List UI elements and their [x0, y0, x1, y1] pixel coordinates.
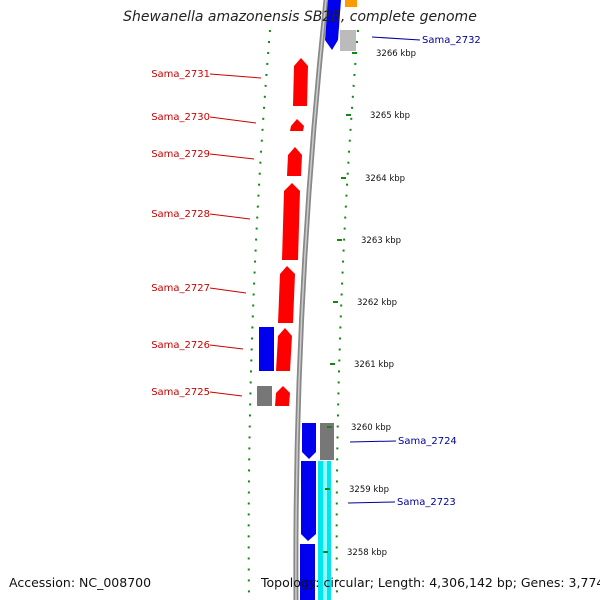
kbp-tick-label: 3266 kbp	[376, 49, 416, 59]
map-title: Shewanella amazonensis SB2B, complete ge…	[123, 9, 477, 25]
feature-sama-2725-gray	[257, 386, 272, 406]
kbp-tick-label: 3259 kbp	[349, 485, 389, 495]
gene-label-sama_2731[interactable]: Sama_2731	[151, 69, 210, 80]
cds-sama-2731	[293, 58, 308, 106]
gene-label-sama_2725[interactable]: Sama_2725	[151, 387, 210, 398]
kbp-tick-label: 3264 kbp	[365, 174, 405, 184]
genome-backbone-highlight	[295, 0, 327, 600]
gene-label-leader	[209, 344, 244, 350]
cds-sama-2728	[282, 183, 300, 260]
gene-label-leader	[209, 287, 247, 294]
left-dotted-ring	[247, 29, 271, 600]
gene-label-leader	[209, 116, 257, 124]
kbp-tick-label: 3265 kbp	[370, 111, 410, 121]
kbp-tick-label: 3258 kbp	[347, 548, 387, 558]
top-gray-feature	[340, 30, 356, 51]
gene-label-sama_2728[interactable]: Sama_2728	[151, 209, 210, 220]
kbp-tick-label: 3262 kbp	[357, 298, 397, 308]
gene-label-sama_2724[interactable]: Sama_2724	[398, 436, 457, 447]
cds-sama-2725-forward	[275, 386, 290, 406]
gene-label-leader	[347, 501, 396, 504]
cds-sama-2730	[290, 119, 304, 131]
cds-sama-2726-reverse	[259, 327, 274, 371]
cds-sama-2723	[301, 461, 316, 541]
top-reverse-feature	[325, 0, 341, 50]
gene-label-sama_2730[interactable]: Sama_2730	[151, 112, 210, 123]
cds-sama-2729	[287, 147, 302, 176]
feature-sama-2724-gray	[320, 423, 334, 460]
kbp-tick-label: 3261 kbp	[354, 360, 394, 370]
gene-label-leader	[209, 213, 251, 220]
gene-label-sama_2732[interactable]: Sama_2732	[422, 35, 481, 46]
gene-label-leader	[209, 73, 262, 79]
gene-label-leader	[349, 440, 397, 443]
cds-sama-2727	[278, 266, 295, 323]
gc-skew-band-core	[323, 461, 327, 600]
cds-lower-reverse	[300, 544, 315, 600]
genome-summary: Topology: circular; Length: 4,306,142 bp…	[261, 575, 600, 590]
gene-label-sama_2729[interactable]: Sama_2729	[151, 149, 210, 160]
gene-label-sama_2727[interactable]: Sama_2727	[151, 283, 210, 294]
gene-label-leader	[371, 36, 421, 41]
kbp-tick-label: 3263 kbp	[361, 236, 401, 246]
kbp-tick-label: 3260 kbp	[351, 423, 391, 433]
cds-sama-2726-forward	[276, 328, 292, 371]
gene-label-sama_2723[interactable]: Sama_2723	[397, 497, 456, 508]
top-forward-feature-tail	[345, 0, 357, 7]
gene-label-leader	[209, 153, 255, 160]
cds-sama-2724	[302, 423, 316, 459]
gene-label-leader	[209, 391, 243, 397]
accession-text: Accession: NC_008700	[9, 575, 152, 590]
gene-label-sama_2726[interactable]: Sama_2726	[151, 340, 210, 351]
